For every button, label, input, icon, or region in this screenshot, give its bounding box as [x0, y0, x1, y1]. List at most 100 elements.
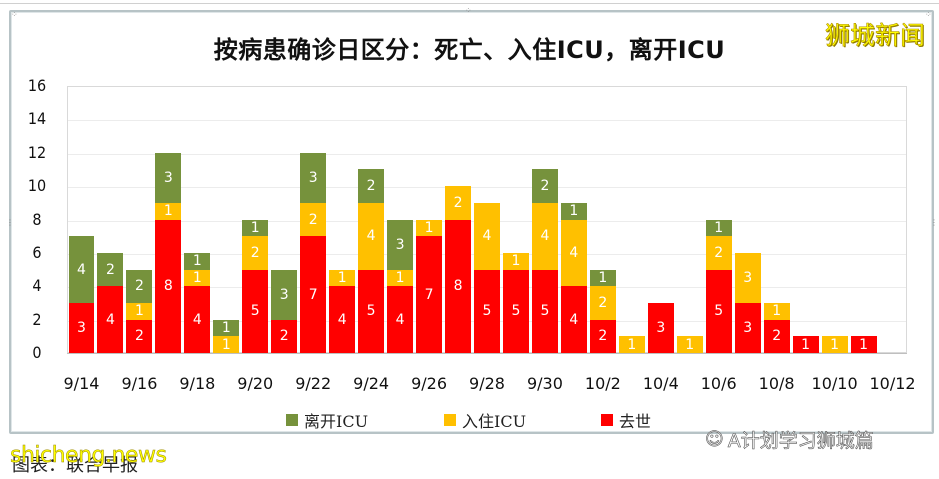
bar-segment: 2 [126, 269, 153, 303]
bar-10/4: 3 [647, 86, 674, 353]
bar-segment: 1 [821, 336, 848, 353]
chart-title: 按病患确诊日区分：死亡、入住ICU，离开ICU [213, 36, 726, 64]
bar-segment: 7 [416, 236, 443, 353]
bar-segment: 4 [560, 219, 587, 287]
x-tick-label: 10/12 [869, 374, 916, 393]
x-tick-label: 10/10 [811, 374, 858, 393]
site-watermark: shicheng.news [10, 443, 167, 469]
x-tick-label: 9/30 [526, 374, 563, 393]
bar-10/10: 1 [821, 86, 848, 353]
resize-handle-top-right[interactable]: ⁘ [925, 10, 932, 19]
legend-label: 去世 [619, 412, 652, 431]
bar-segment: 5 [358, 269, 385, 353]
bar-segment: 4 [68, 236, 95, 303]
x-axis-line [67, 353, 907, 354]
x-tick-label: 9/28 [469, 374, 505, 393]
bar-segment: 1 [792, 336, 819, 353]
bar-10/12 [880, 86, 906, 353]
resize-handle-left[interactable]: ⋮ [6, 218, 14, 227]
x-tick-label: 9/14 [63, 374, 100, 393]
y-tick-label: 10 [27, 176, 47, 196]
bar-segment: 2 [445, 186, 471, 220]
bar-segment: 3 [734, 302, 761, 353]
bar-segment: 3 [647, 302, 674, 353]
bar-segment: 4 [97, 286, 124, 353]
bar-segment: 1 [560, 202, 587, 220]
bar-segment: 2 [126, 319, 153, 353]
resize-handle-top-left[interactable]: ⁘ [11, 10, 18, 19]
bar-segment: 5 [474, 269, 500, 353]
bar-segment: 4 [560, 286, 587, 353]
y-tick-label: 6 [32, 242, 42, 262]
bar-segment: 4 [474, 202, 500, 270]
x-tick-label: 9/20 [237, 374, 274, 393]
y-tick-label: 12 [27, 142, 47, 162]
resize-handle-top[interactable]: ⁘ [465, 6, 472, 15]
bar-segment: 2 [531, 169, 558, 203]
bar-segment: 4 [387, 286, 414, 353]
x-tick-label: 10/4 [642, 374, 679, 393]
legend-label: 离开ICU [304, 412, 369, 431]
bar-segment: 1 [850, 336, 877, 353]
bar-segment: 1 [184, 252, 211, 270]
y-tick-label: 8 [32, 209, 42, 229]
y-tick-label: 0 [32, 343, 42, 362]
bar-segment: 1 [589, 269, 616, 287]
bar-segment: 3 [300, 152, 327, 203]
x-tick-label: 9/16 [121, 374, 158, 393]
bar-segment: 1 [329, 269, 356, 287]
bar-segment: 3 [734, 252, 761, 303]
bar-segment: 2 [271, 319, 298, 353]
bar-10/9: 1 [792, 86, 819, 353]
bar-segment: 1 [213, 336, 240, 353]
bar-segment: 2 [300, 202, 327, 237]
legend-item-left-icu[interactable]: 离开ICU [286, 408, 368, 432]
bar-10/5: 1 [676, 86, 703, 353]
bar-segment: 1 [387, 269, 414, 287]
bar-segment: 5 [531, 269, 558, 353]
x-tick-label: 10/6 [700, 374, 737, 393]
legend-label: 入住ICU [462, 412, 527, 431]
bar-segment: 4 [184, 286, 211, 353]
bar-segment: 2 [705, 236, 732, 270]
wechat-watermark-text: A计划学习狮城篇 [727, 430, 874, 453]
y-tick-label: 4 [32, 276, 42, 296]
bar-segment: 5 [242, 269, 269, 353]
top-divider [0, 3, 939, 4]
brand-watermark: 狮城新闻 [824, 21, 926, 51]
wechat-icon: ☺ [705, 429, 724, 451]
legend-item-deceased[interactable]: 去世 [601, 408, 651, 432]
bar-segment: 1 [676, 336, 703, 353]
bar-segment: 3 [155, 152, 182, 203]
resize-handle-right[interactable]: ⋮ [930, 218, 938, 227]
y-tick-label: 14 [27, 109, 47, 129]
x-tick-label: 9/18 [179, 374, 216, 393]
bar-segment: 2 [589, 286, 616, 320]
legend-swatch-deceased [601, 414, 613, 426]
bar-segment: 1 [213, 319, 240, 337]
legend-item-admitted-icu[interactable]: 入住ICU [444, 408, 526, 432]
bar-segment: 1 [416, 219, 443, 237]
bar-10/11: 1 [850, 86, 877, 353]
source-caption: 图表：联合早报 [12, 455, 138, 476]
x-tick-label: 9/26 [411, 374, 448, 393]
bar-segment: 2 [763, 319, 790, 353]
gridline [68, 153, 906, 155]
bar-segment: 2 [97, 252, 124, 287]
